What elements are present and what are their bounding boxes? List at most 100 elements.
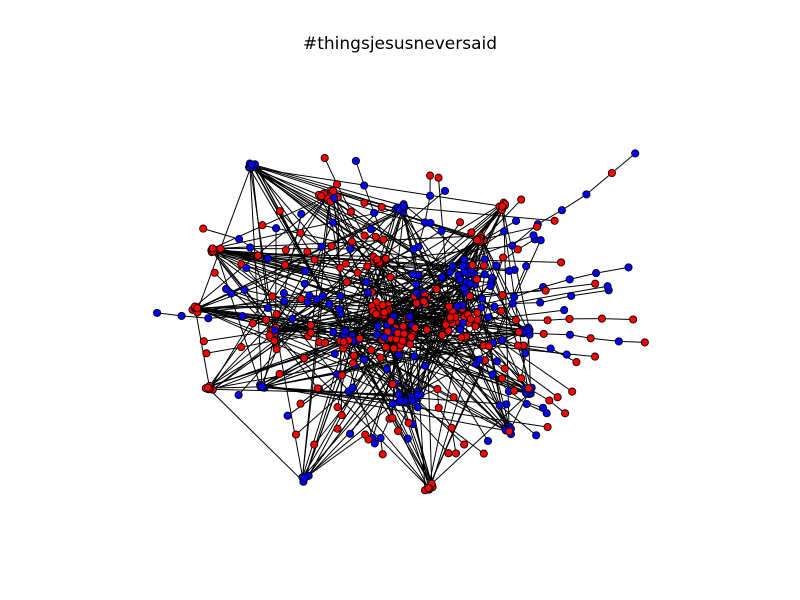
graph-node-red xyxy=(310,255,319,264)
graph-node-red xyxy=(275,207,284,216)
graph-node-red xyxy=(586,334,595,343)
graph-edge xyxy=(273,234,534,333)
graph-node-blue xyxy=(222,284,231,294)
graph-node-blue xyxy=(512,216,521,225)
graph-node-red xyxy=(553,393,562,402)
graph-edge xyxy=(272,222,431,332)
graph-edge xyxy=(618,340,645,343)
graph-node-red xyxy=(449,393,458,402)
graph-edge xyxy=(340,340,419,392)
graph-node-blue xyxy=(271,326,280,335)
graph-node-blue xyxy=(445,268,454,277)
graph-node-blue xyxy=(246,243,255,252)
graph-edge xyxy=(253,166,434,488)
graph-node-red xyxy=(265,331,274,340)
graph-node-red xyxy=(539,329,548,338)
graph-node-blue xyxy=(492,357,502,366)
graph-node-blue xyxy=(303,298,312,307)
graph-node-blue xyxy=(405,312,414,321)
graph-node-blue xyxy=(312,295,321,304)
graph-edge xyxy=(611,153,636,174)
graph-node-blue xyxy=(538,403,548,412)
graph-node-blue xyxy=(388,399,398,408)
graph-node-blue xyxy=(565,275,574,284)
graph-node-red xyxy=(399,322,408,331)
graph-node-blue xyxy=(437,226,446,235)
graph-node-red xyxy=(545,396,554,405)
graph-node-red xyxy=(557,258,566,267)
graph-node-blue xyxy=(536,236,545,245)
graph-edge xyxy=(350,211,366,236)
graph-edge xyxy=(212,248,485,454)
graph-node-blue xyxy=(346,429,355,438)
graph-edge xyxy=(244,289,273,297)
graph-node-blue xyxy=(348,383,357,392)
graph-node-blue xyxy=(317,242,326,251)
graph-node-red xyxy=(303,247,312,256)
graph-node-blue xyxy=(465,279,475,288)
graph-node-red xyxy=(376,353,385,362)
graph-node-red xyxy=(388,413,397,422)
graph-edge xyxy=(308,339,383,477)
graph-node-red xyxy=(473,236,482,245)
graph-node-blue xyxy=(409,245,418,254)
graph-node-red xyxy=(640,338,649,347)
graph-node-red xyxy=(353,268,362,277)
graph-node-red xyxy=(272,345,281,354)
graph-edge xyxy=(431,393,529,485)
graph-node-red xyxy=(498,290,507,300)
graph-node-red xyxy=(346,207,355,216)
graph-node-blue xyxy=(394,390,403,399)
graph-node-red xyxy=(372,310,381,319)
graph-node-red xyxy=(404,418,413,427)
graph-node-red xyxy=(629,315,638,324)
graph-node-red xyxy=(210,268,219,277)
graph-node-red xyxy=(524,384,533,393)
graph-node-red xyxy=(320,153,329,163)
graph-node-blue xyxy=(234,390,243,400)
graph-edge xyxy=(245,267,430,489)
graph-node-red xyxy=(272,310,281,319)
graph-node-red xyxy=(371,232,380,241)
graph-node-red xyxy=(434,173,443,182)
graph-node-red xyxy=(377,202,386,212)
graph-node-red xyxy=(378,301,387,310)
graph-node-red xyxy=(332,180,342,189)
graph-node-blue xyxy=(376,434,385,443)
graph-edge xyxy=(363,185,375,214)
graph-node-blue xyxy=(395,396,404,405)
graph-node-blue xyxy=(488,370,497,379)
graph-edge xyxy=(540,295,572,304)
graph-node-red xyxy=(468,261,477,270)
graph-node-red xyxy=(513,341,522,350)
graph-node-red xyxy=(296,228,305,238)
graph-node-red xyxy=(438,330,447,340)
graph-edge xyxy=(207,387,304,483)
graph-node-blue xyxy=(455,325,465,334)
graph-node-red xyxy=(306,321,315,330)
graph-edge xyxy=(215,249,262,388)
graph-edge xyxy=(404,204,505,400)
graph-node-blue xyxy=(495,401,504,410)
graph-node-red xyxy=(367,345,376,355)
graph-node-red xyxy=(510,386,519,395)
graph-node-red xyxy=(381,254,390,263)
graph-node-red xyxy=(379,235,388,244)
graph-node-red xyxy=(484,342,493,351)
graph-edge xyxy=(403,203,493,279)
graph-node-red xyxy=(543,422,552,432)
graph-node-blue xyxy=(440,186,450,195)
graph-node-red xyxy=(465,292,474,301)
graph-node-red xyxy=(296,399,305,408)
graph-node-blue xyxy=(522,399,531,409)
graph-node-red xyxy=(333,424,342,433)
graph-node-red xyxy=(497,306,506,315)
graph-node-red xyxy=(337,411,346,420)
graph-edge xyxy=(195,298,483,309)
graph-node-red xyxy=(380,308,389,317)
graph-node-blue xyxy=(565,330,575,339)
graph-node-red xyxy=(517,374,526,383)
graph-node-red xyxy=(248,319,257,328)
graph-node-blue xyxy=(480,270,489,279)
graph-node-red xyxy=(341,259,350,268)
